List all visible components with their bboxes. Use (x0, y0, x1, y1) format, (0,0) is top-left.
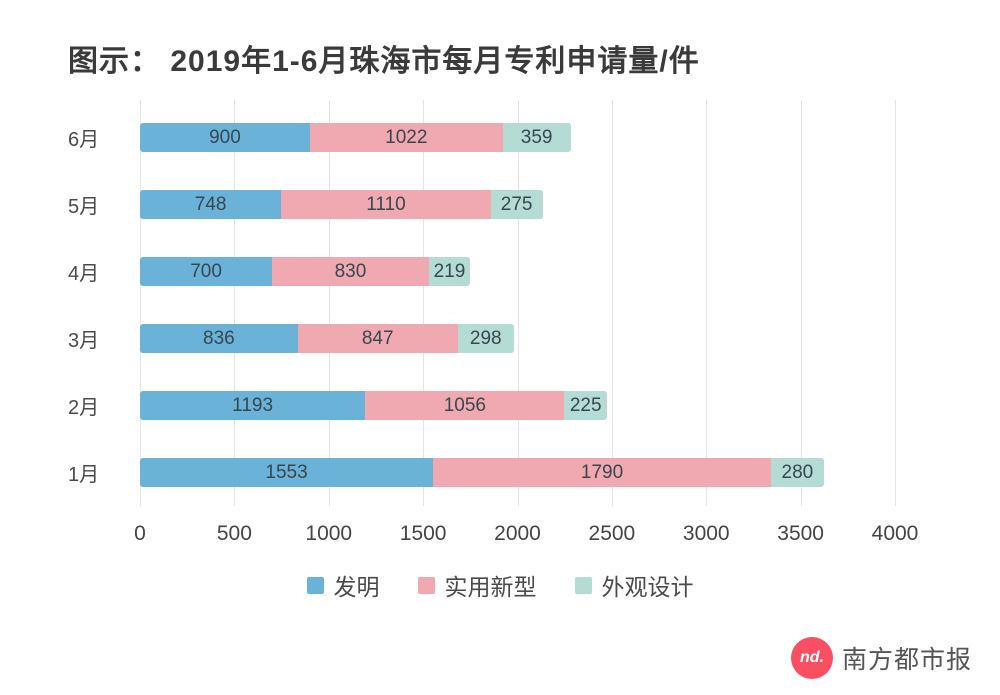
bar-segment: 1790 (433, 458, 771, 487)
bar-value-label: 1022 (385, 126, 428, 148)
bar-track: 1553 1790 280 (140, 458, 895, 487)
bar-segment: 748 (140, 190, 282, 219)
bar-value-label: 219 (433, 260, 466, 282)
x-tick-label: 500 (216, 522, 252, 545)
bar-value-label: 1790 (580, 461, 624, 483)
bar-value-label: 1193 (232, 394, 274, 416)
bar-track: 900 1022 359 (140, 123, 895, 152)
gridline (895, 100, 896, 506)
gridline (611, 100, 613, 506)
bar-row: 1月 1553 1790 280 (68, 439, 895, 506)
bar-value-label: 298 (469, 327, 502, 349)
bar-value-label: 1110 (366, 193, 406, 215)
legend-label: 实用新型 (444, 574, 537, 600)
bar-value-label: 275 (500, 193, 533, 215)
legend-swatch (574, 576, 592, 594)
bar-row: 4月 700 830 219 (68, 238, 895, 305)
bar-segment: 830 (272, 257, 429, 286)
x-tick-label: 1500 (399, 522, 447, 545)
plot-area: 6月 900 1022 359 5月 748 1110 275 4月 700 830 219 3月 836… (68, 100, 896, 506)
legend-item: 实用新型 (417, 568, 537, 602)
gridline (706, 100, 708, 506)
bar-segment: 275 (490, 190, 543, 219)
gridline (140, 100, 141, 506)
bar-row: 3月 836 847 298 (68, 305, 895, 372)
legend-swatch (417, 576, 435, 594)
bar-row: 2月 1193 1056 225 (68, 372, 895, 439)
bar-value-label: 830 (334, 260, 367, 282)
bar-segment: 836 (140, 324, 298, 353)
brand-name: 南方都市报 (841, 646, 972, 674)
bar-value-label: 748 (194, 193, 227, 215)
bar-row: 5月 748 1110 275 (68, 171, 895, 238)
legend-label: 发明 (333, 574, 380, 600)
y-axis-label: 2月 (68, 397, 100, 419)
x-tick-label: 3500 (777, 522, 824, 545)
bar-segment: 280 (770, 458, 824, 487)
y-axis-label: 4月 (68, 263, 100, 285)
bar-value-label: 836 (203, 327, 235, 349)
bar-segment: 1193 (140, 391, 366, 420)
y-axis-label: 3月 (68, 330, 100, 352)
legend-swatch (306, 576, 324, 594)
legend-label: 外观设计 (601, 574, 694, 600)
bar-value-label: 359 (520, 126, 553, 148)
newspaper-logo-icon: nd. (790, 637, 833, 679)
x-tick-label: 1000 (305, 522, 353, 545)
rows-layer: 6月 900 1022 359 5月 748 1110 275 4月 700 830 219 3月 836… (68, 104, 895, 506)
bar-segment: 1110 (281, 190, 491, 219)
bar-value-label: 700 (190, 260, 222, 282)
bar-segment: 1022 (309, 123, 503, 152)
bar-segment: 298 (457, 324, 514, 353)
gridline (800, 100, 802, 506)
bar-value-label: 847 (361, 327, 394, 349)
bar-segment: 1056 (365, 391, 565, 420)
x-tick-label: 2000 (494, 522, 541, 545)
bar-segment: 359 (502, 123, 571, 152)
x-tick-label: 4000 (871, 522, 919, 545)
bar-segment: 847 (297, 324, 458, 353)
y-axis-label: 5月 (68, 196, 100, 218)
chart-title: 图示： 2019年1-6月珠海市每月专利申请量/件 (68, 45, 700, 78)
bar-segment: 900 (140, 123, 310, 152)
grid-layer (140, 100, 896, 506)
footer: nd. 南方都市报 (790, 637, 972, 679)
bar-value-label: 225 (569, 394, 602, 416)
bar-segment: 700 (140, 257, 273, 286)
y-axis-label: 6月 (68, 129, 100, 151)
x-tick-label: 0 (134, 522, 146, 545)
bar-value-label: 1553 (265, 461, 308, 483)
bar-value-label: 900 (209, 126, 241, 148)
x-axis: 0 500 1000 1500 2000 2500 3000 3500 4000 (134, 506, 918, 554)
bar-segment: 219 (428, 257, 471, 286)
bar-value-label: 1056 (443, 394, 486, 416)
gridline (234, 100, 236, 506)
bar-segment: 225 (564, 391, 607, 420)
legend-item: 外观设计 (574, 568, 694, 602)
legend: 发明 实用新型 外观设计 (68, 568, 932, 602)
x-tick-label: 3000 (682, 522, 730, 545)
gridline (423, 100, 425, 506)
bar-track: 836 847 298 (140, 324, 895, 353)
bar-track: 700 830 219 (140, 257, 895, 286)
bar-track: 1193 1056 225 (140, 391, 895, 420)
legend-item: 发明 (306, 568, 380, 602)
bar-value-label: 280 (781, 461, 814, 483)
y-axis-label: 1月 (68, 464, 100, 486)
bar-segment: 1553 (140, 458, 434, 487)
gridline (517, 100, 519, 506)
bar-track: 748 1110 275 (140, 190, 895, 219)
gridline (328, 100, 330, 506)
x-tick-label: 2500 (588, 522, 636, 545)
bar-row: 6月 900 1022 359 (68, 104, 895, 171)
